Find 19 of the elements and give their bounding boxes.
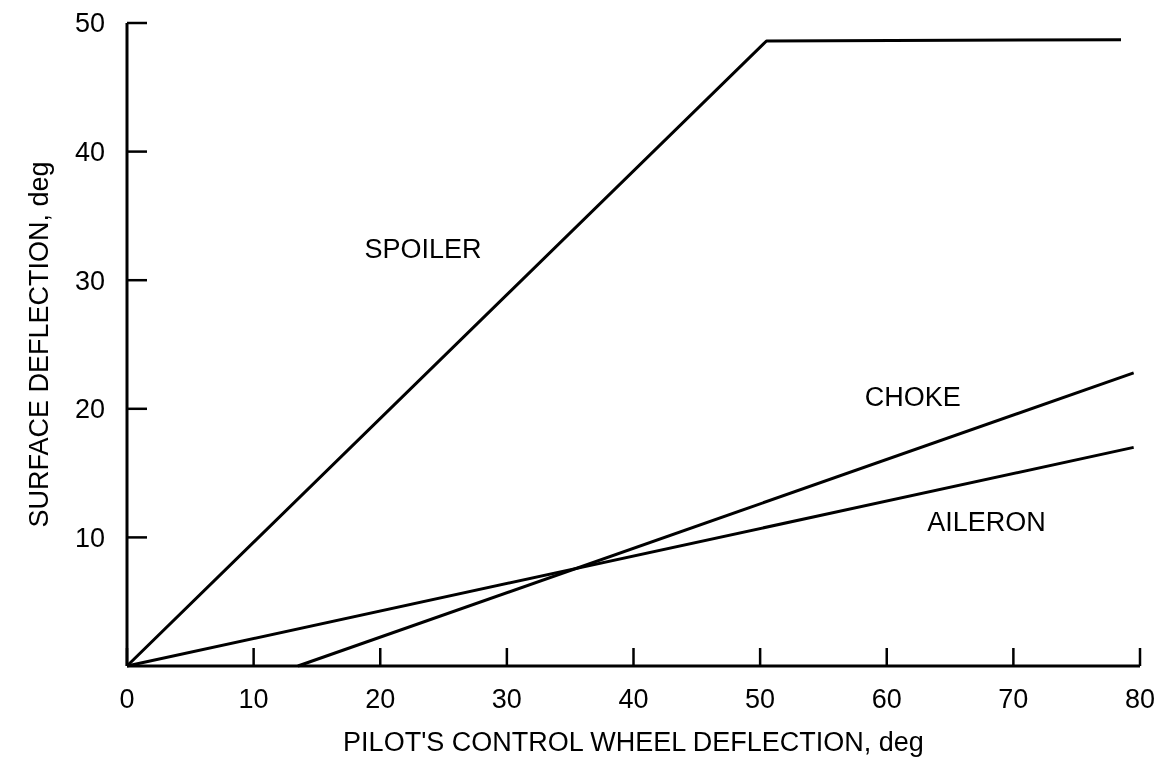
x-tick-label: 80 — [1124, 684, 1156, 714]
y-tick-label: 50 — [74, 8, 105, 39]
x-tick-label: 30 — [491, 684, 522, 714]
y-axis-title: SURFACE DEFLECTION, deg — [24, 161, 54, 528]
y-tick-label: 10 — [74, 522, 105, 553]
x-tick-label: 60 — [871, 684, 902, 714]
y-tick-label: 20 — [74, 394, 105, 425]
x-tick-label: 0 — [119, 684, 135, 714]
series-label: SPOILER — [364, 233, 482, 264]
y-tick-label: 40 — [74, 137, 105, 168]
x-tick-label: 40 — [618, 684, 649, 714]
x-tick-label: 10 — [238, 684, 269, 714]
x-tick-label: 50 — [745, 684, 776, 714]
x-axis-title: PILOT'S CONTROL WHEEL DEFLECTION, deg — [343, 727, 924, 757]
x-tick-label: 20 — [365, 684, 396, 714]
series-label: AILERON — [927, 507, 1046, 538]
x-tick-label: 70 — [998, 684, 1029, 714]
y-tick-label: 30 — [74, 265, 105, 296]
series-label: CHOKE — [864, 382, 961, 413]
